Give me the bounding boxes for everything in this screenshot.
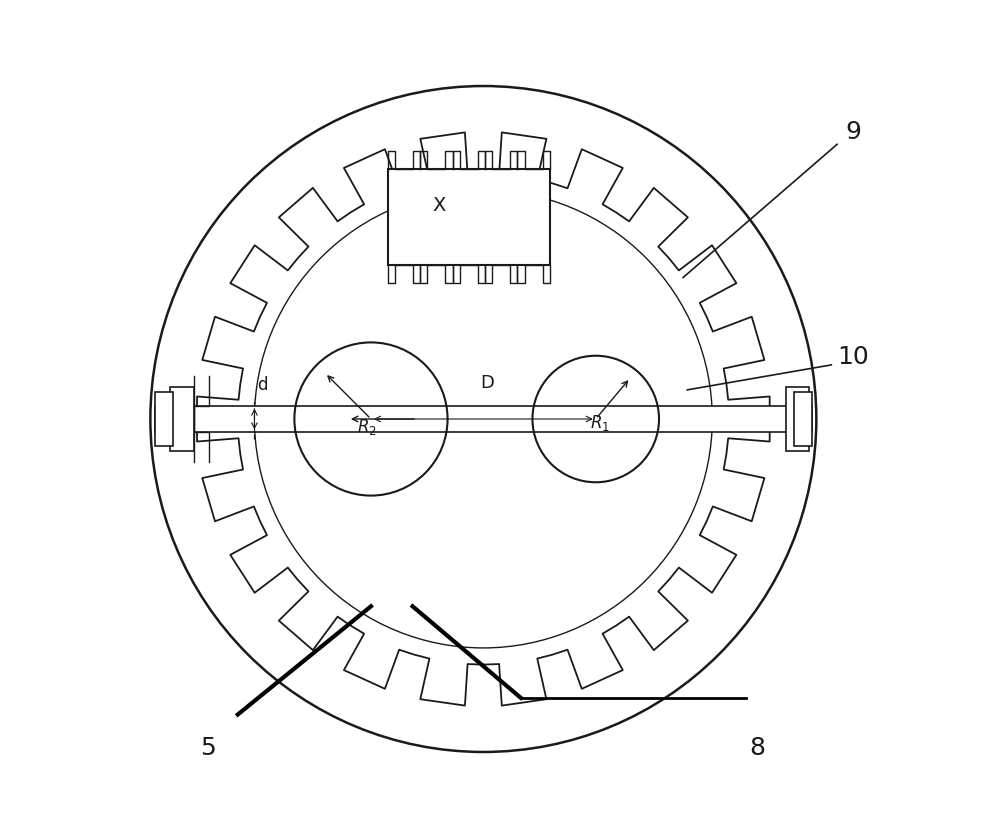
Text: 9: 9: [845, 120, 861, 144]
Text: 10: 10: [837, 344, 869, 369]
Text: D: D: [481, 375, 494, 392]
Bar: [155, 392, 173, 446]
Bar: [170, 387, 194, 451]
Bar: [794, 392, 812, 446]
Text: $R_1$: $R_1$: [590, 413, 610, 433]
Text: 8: 8: [750, 736, 766, 760]
Bar: [786, 387, 809, 451]
Bar: [388, 169, 550, 265]
Text: d: d: [258, 376, 268, 394]
Text: X: X: [433, 196, 446, 215]
Text: 5: 5: [200, 736, 216, 760]
Bar: [155, 406, 812, 432]
Text: $R_2$: $R_2$: [357, 417, 377, 437]
